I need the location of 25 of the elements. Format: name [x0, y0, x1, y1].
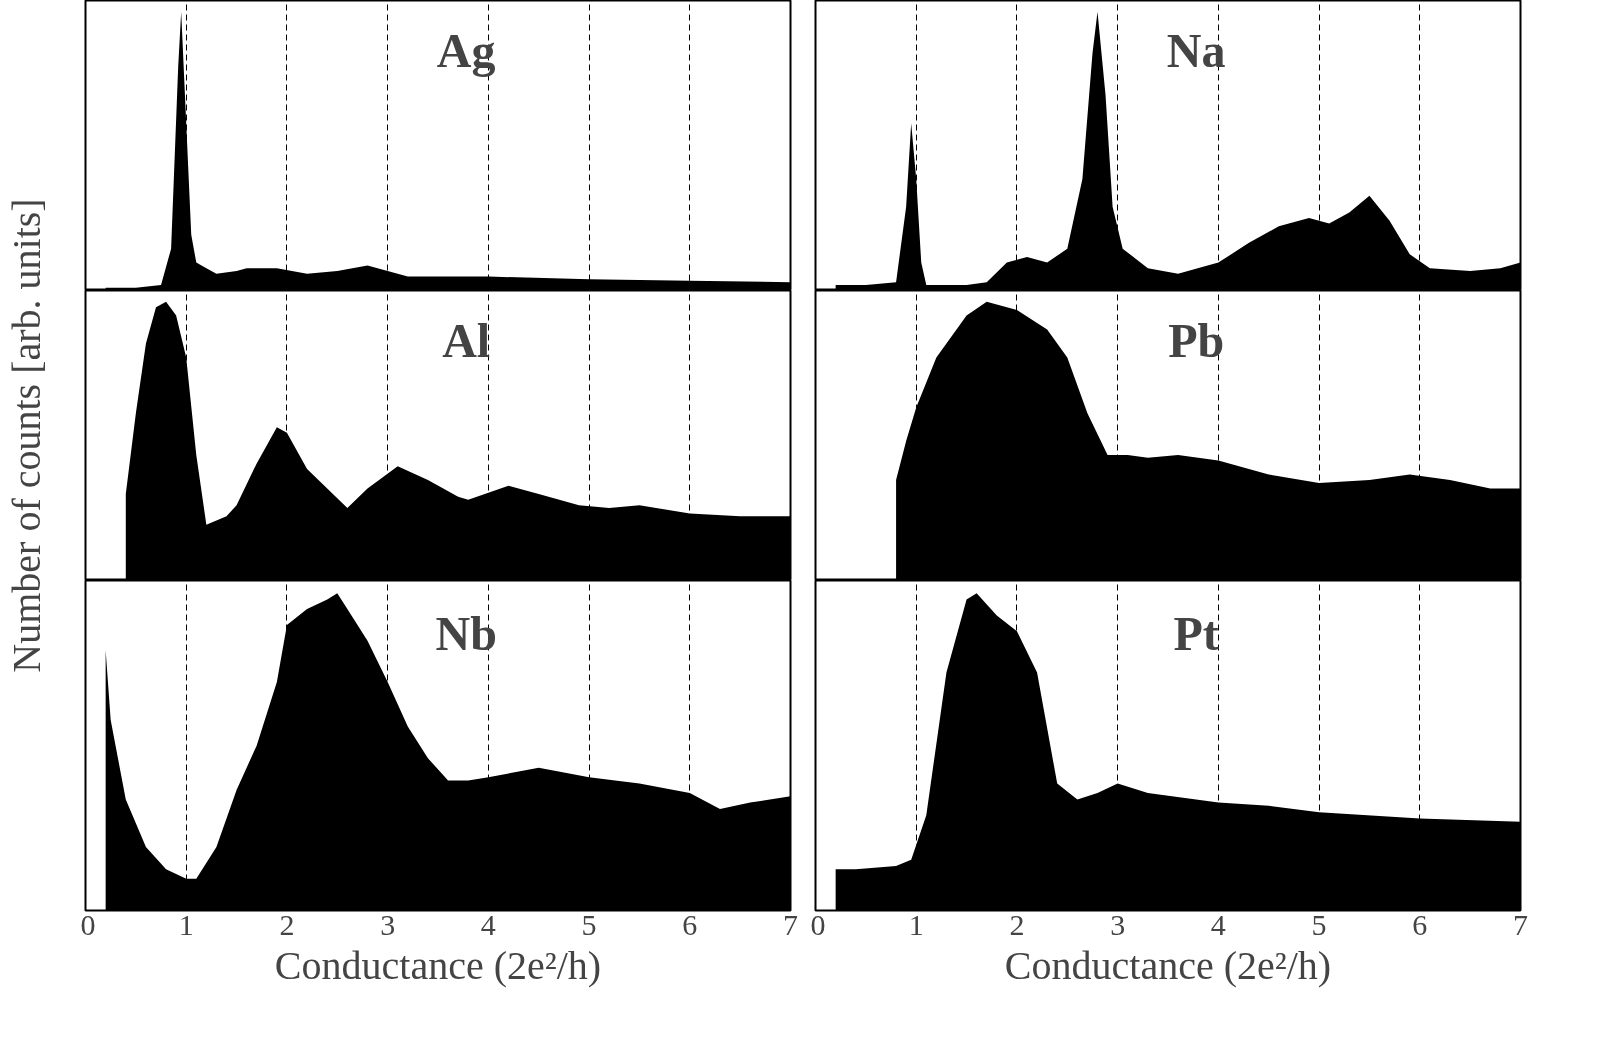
- x-tick-label: 5: [581, 907, 597, 941]
- x-tick-label: 0: [80, 907, 96, 941]
- x-tick-label: 5: [1311, 907, 1327, 941]
- chart-title: Al: [442, 313, 491, 367]
- chart-title: Nb: [435, 606, 497, 660]
- x-tick-label: 1: [908, 907, 924, 941]
- x-tick-label: 4: [1210, 907, 1226, 941]
- x-tick-label: 0: [810, 907, 826, 941]
- x-tick-label: 3: [1110, 907, 1126, 941]
- x-tick-label: 7: [1513, 907, 1528, 941]
- chart-title: Ag: [436, 23, 496, 77]
- y-axis-title: Number of counts [arb. units]: [3, 198, 49, 673]
- x-tick-label: 1: [178, 907, 194, 941]
- x-tick-label: 2: [279, 907, 295, 941]
- x-tick-label: 2: [1009, 907, 1025, 941]
- x-axis-title: Conductance (2e²/h): [1004, 942, 1332, 988]
- chart-title: Pb: [1168, 313, 1225, 367]
- x-axis-title: Conductance (2e²/h): [274, 942, 602, 988]
- chart-title: Pt: [1173, 606, 1219, 660]
- chart-title: Na: [1166, 23, 1226, 77]
- x-tick-label: 6: [1412, 907, 1428, 941]
- x-tick-label: 3: [380, 907, 396, 941]
- x-tick-label: 6: [682, 907, 698, 941]
- x-tick-label: 4: [480, 907, 496, 941]
- x-tick-label: 7: [783, 907, 798, 941]
